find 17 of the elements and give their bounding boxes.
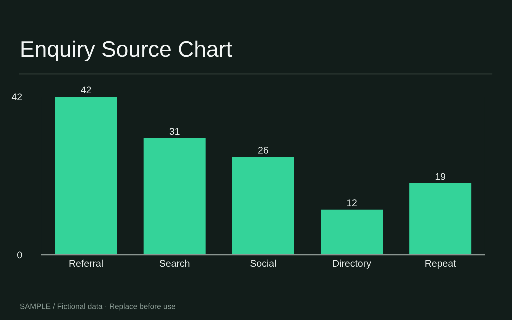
bar <box>232 157 294 256</box>
data-label: 42 <box>81 86 92 94</box>
bar <box>410 184 472 256</box>
x-tick-label: Referral <box>70 260 103 268</box>
x-tick-label: Social <box>250 260 276 268</box>
bar <box>321 210 383 256</box>
x-tick-label: Repeat <box>426 260 456 269</box>
data-label: 26 <box>258 146 268 154</box>
data-label: 31 <box>170 128 180 136</box>
y-tick-label: 0 <box>18 252 22 259</box>
data-label: 19 <box>436 173 446 180</box>
x-tick-label: Directory <box>333 260 372 269</box>
chart-title: Enquiry Source Chart <box>22 40 232 62</box>
x-tick-label: Search <box>160 260 190 268</box>
bar <box>144 138 206 256</box>
bar <box>55 96 118 256</box>
data-label: 12 <box>347 200 357 206</box>
